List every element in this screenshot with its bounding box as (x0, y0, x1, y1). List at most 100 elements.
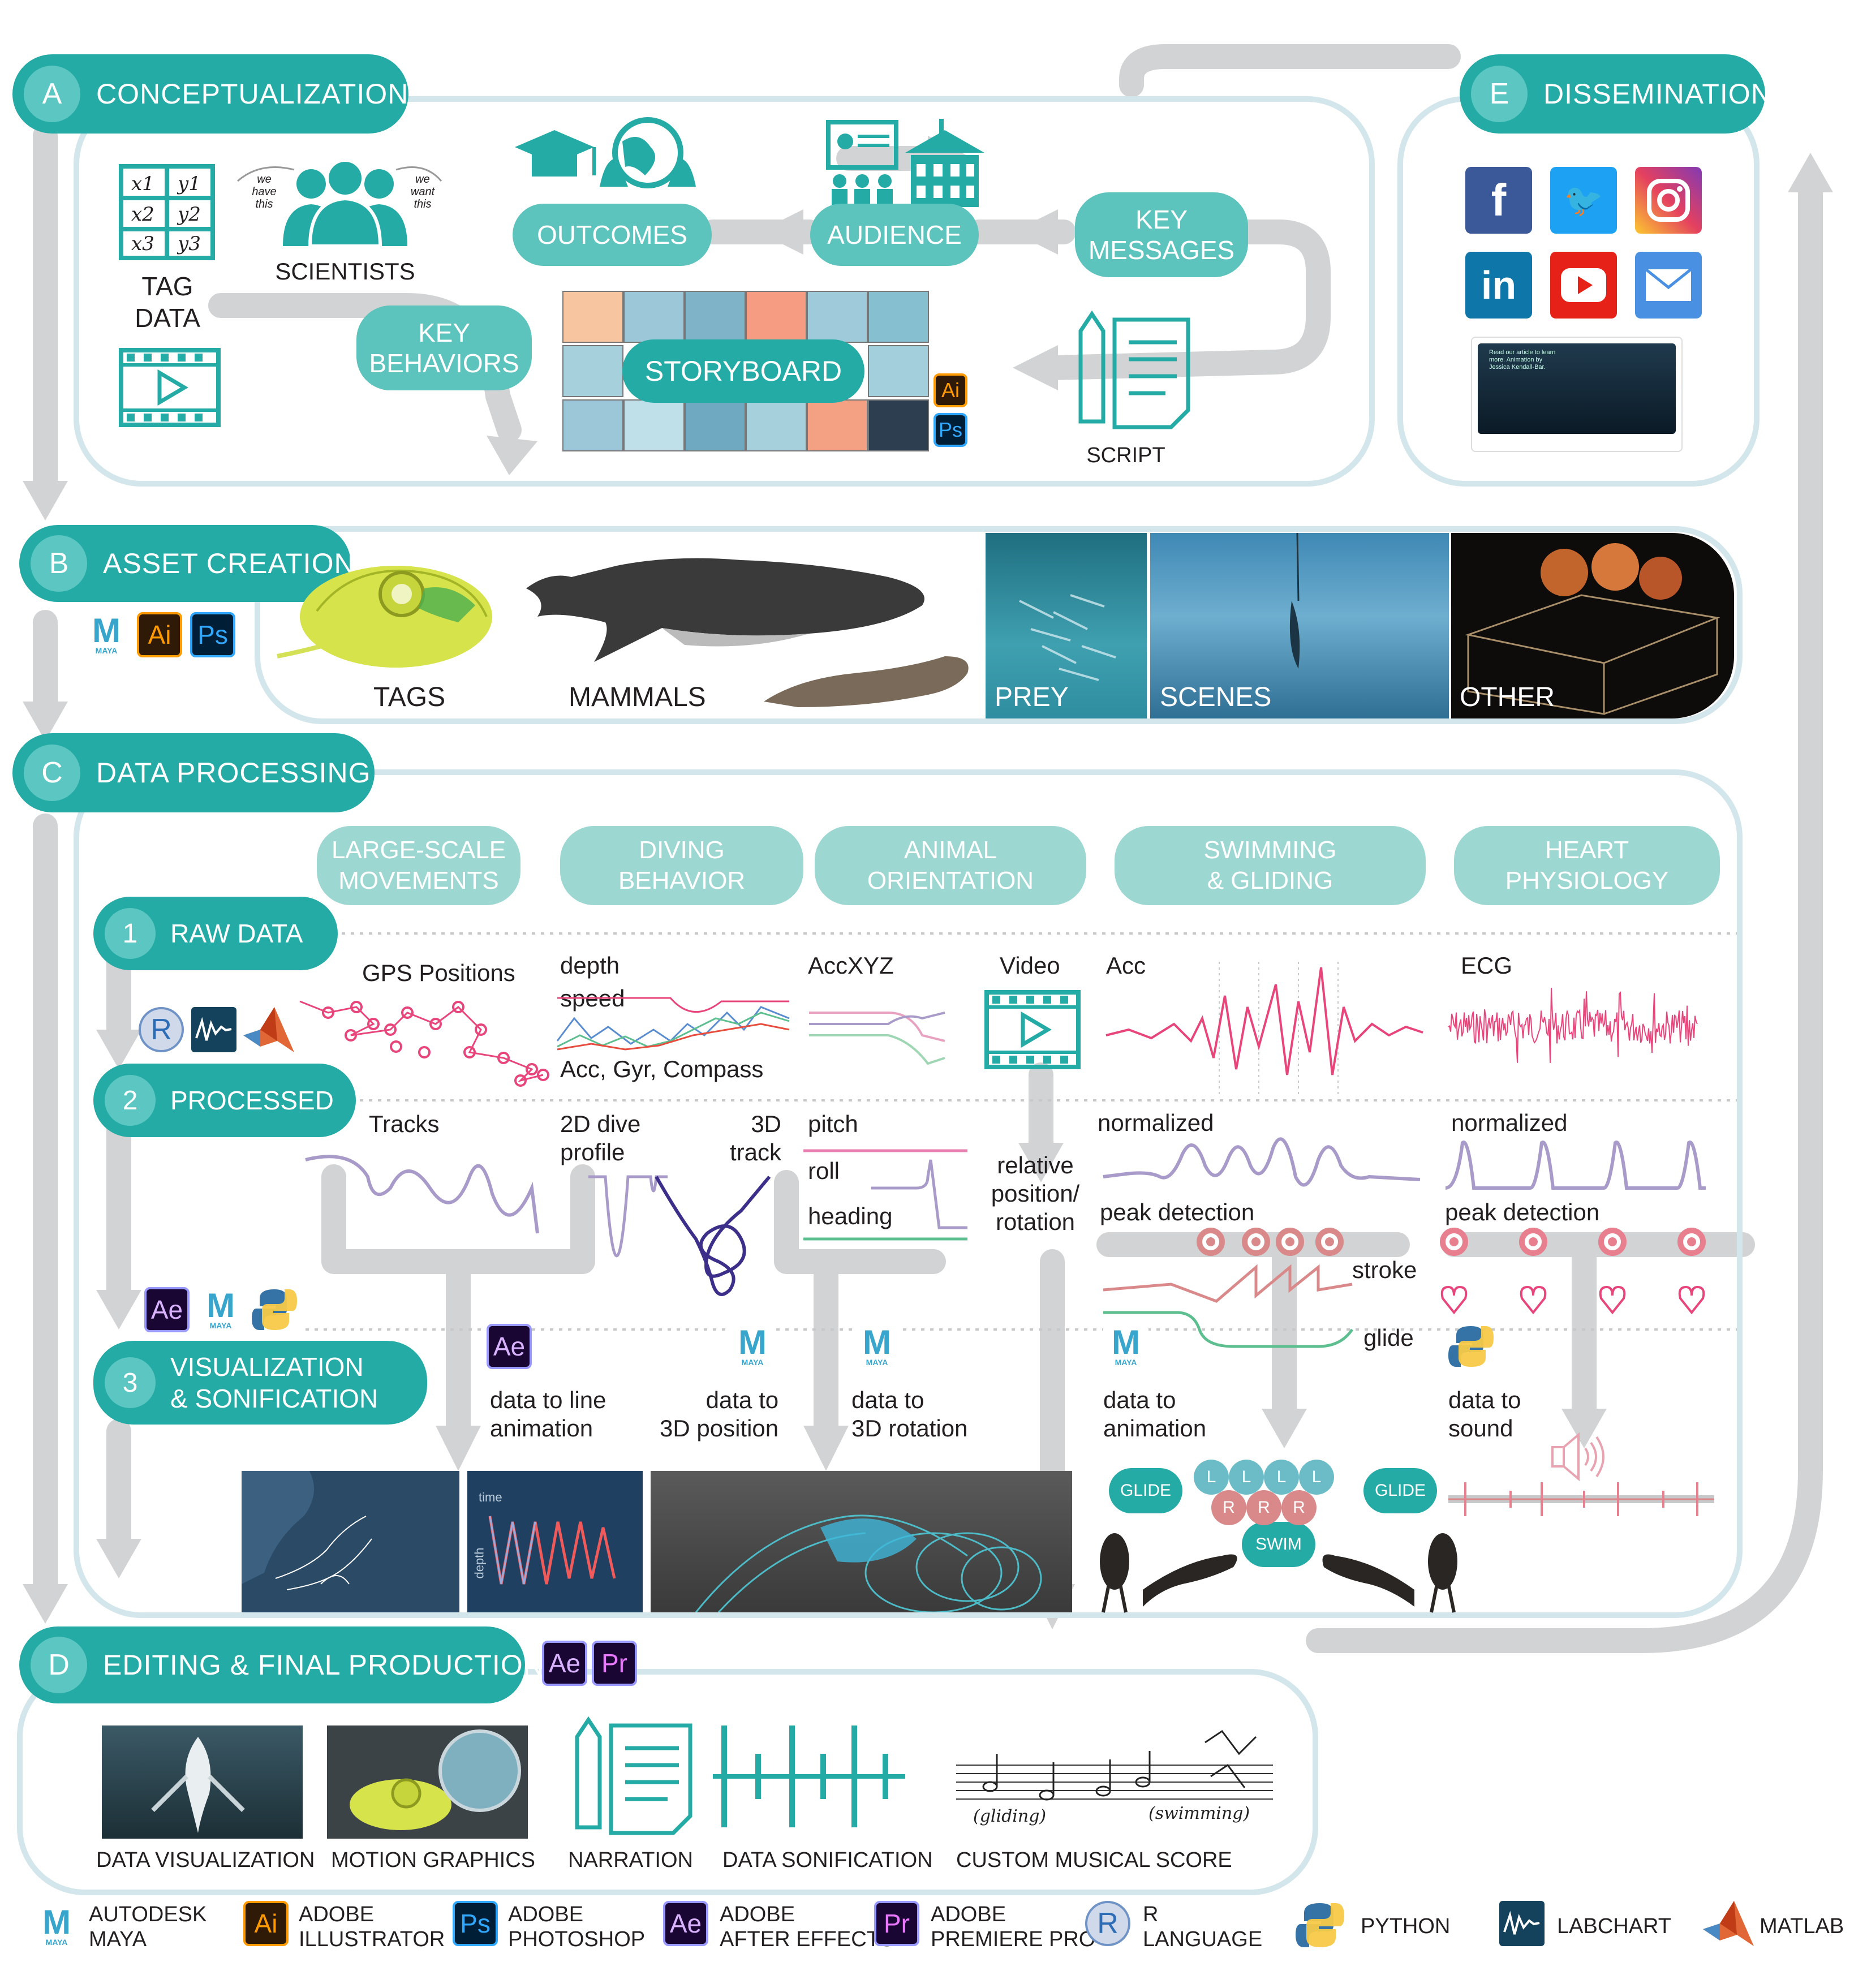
legend-labchart-icon (1499, 1901, 1545, 1946)
legend-matlab-icon (1703, 1901, 1754, 1946)
tag-model-illustration (277, 566, 492, 668)
thought-arcs (237, 166, 442, 182)
section-title-e: DISSEMINATION (1543, 78, 1772, 110)
accxyz-plot (809, 1012, 945, 1065)
legend-photoshop-icon: Ps (453, 1901, 498, 1946)
matrix-cell-y1: y1 (177, 173, 201, 195)
diving-raw-plot (556, 997, 790, 1051)
stroke-glide-plot (1103, 1264, 1354, 1348)
glide-pill-left: GLIDE (1109, 1468, 1182, 1513)
glide-label: glide (1363, 1324, 1414, 1351)
section-title-b: ASSET CREATION (103, 548, 355, 579)
category-swimming-gliding: SWIMMING & GLIDING (1115, 826, 1426, 905)
section-letter-b: B (31, 535, 87, 592)
legend-after-effects-icon: Ae (663, 1901, 708, 1946)
section-title-c: DATA PROCESSING (96, 757, 371, 789)
maya-badge-b: M MAYA (84, 612, 129, 657)
key-messages-pill: KEY MESSAGES (1075, 192, 1248, 277)
category-large-scale-movements: LARGE-SCALE MOVEMENTS (317, 826, 520, 905)
illustrator-badge-b: Ai (137, 612, 182, 657)
photoshop-badge-b: Ps (190, 612, 235, 657)
normalized-acc-plot (1103, 1137, 1421, 1187)
maya-badge-rotation: M MAYA (854, 1324, 900, 1369)
3d-whale-visual (651, 1471, 1072, 1612)
score-word-swimming: (swimming) (1148, 1804, 1250, 1823)
header-editing: D EDITING & FINAL PRODUCTION (19, 1626, 544, 1703)
social-post-preview: Read our article to learn more. Animatio… (1471, 337, 1683, 452)
section-title-a: CONCEPTUALIZATION (96, 78, 409, 110)
premiere-badge-d: Pr (592, 1641, 637, 1686)
pitch-label: pitch (808, 1111, 858, 1137)
elephant-seal-illustration (764, 656, 969, 707)
mammals-label: MAMMALS (569, 682, 706, 712)
section-letter-a: A (24, 66, 80, 122)
data-to-sound-label: data to sound (1448, 1387, 1521, 1441)
legend-matlab-label: MATLAB (1760, 1914, 1844, 1938)
step-label-1: RAW DATA (170, 919, 303, 948)
we-have-this-note: we have this (252, 173, 277, 210)
normalized-ecg-plot (1445, 1141, 1706, 1190)
right-stroke-2: R (1246, 1490, 1281, 1525)
header-conceptualization: A CONCEPTUALIZATION (12, 54, 408, 134)
stroke-peaks (1197, 1228, 1344, 1256)
right-stroke-1: R (1211, 1490, 1246, 1525)
labchart-badge (191, 1007, 236, 1052)
youtube-icon[interactable] (1550, 252, 1617, 319)
data-to-animation-label: data to animation (1103, 1387, 1207, 1441)
track-3d-label: 3D track (730, 1111, 782, 1165)
matrix-cell-x3: x3 (131, 233, 154, 255)
peak-detection-ecg-label: peak detection (1445, 1199, 1600, 1225)
editing-data-visualization-label: DATA VISUALIZATION (96, 1848, 315, 1872)
maya-badge-c: M MAYA (198, 1287, 243, 1332)
legend-r-label: R LANGUAGE (1143, 1903, 1263, 1951)
linkedin-icon[interactable]: in (1465, 252, 1532, 319)
instagram-icon[interactable] (1635, 167, 1702, 234)
heading-label: heading (808, 1203, 893, 1229)
matrix-cell-x2: x2 (131, 203, 154, 226)
acc-raw-plot (1105, 962, 1423, 1098)
legend-photoshop-label: ADOBE PHOTOSHOP (508, 1903, 646, 1951)
key-behaviors-pill: KEY BEHAVIORS (356, 305, 532, 390)
twitter-icon[interactable]: 🐦 (1550, 167, 1617, 234)
video-film-icon (119, 348, 221, 427)
category-heart-physiology: HEART PHYSIOLOGY (1454, 826, 1720, 905)
legend-labchart-label: LABCHART (1557, 1914, 1672, 1938)
legend-illustrator-label: ADOBE ILLUSTRATOR (299, 1903, 445, 1951)
script-label: SCRIPT (1086, 444, 1165, 467)
prey-label: PREY (995, 682, 1069, 712)
normalized-ecg-label: normalized (1451, 1109, 1568, 1136)
audience-pill: AUDIENCE (810, 204, 979, 266)
gps-scatter (299, 1000, 549, 1087)
track-3d-plot (655, 1176, 771, 1296)
video-label: Video (1000, 952, 1060, 979)
legend-maya-icon: M MAYA (31, 1901, 82, 1952)
ecg-trace (1448, 987, 1698, 1063)
roll-label: roll (808, 1157, 840, 1184)
after-effects-badge-c: Ae (144, 1287, 190, 1332)
step-processed: 2 PROCESSED (93, 1064, 356, 1137)
tracks-label: Tracks (369, 1111, 440, 1137)
section-letter-d: D (31, 1637, 87, 1693)
facebook-icon[interactable]: f (1465, 167, 1532, 234)
category-animal-orientation: ANIMAL ORIENTATION (815, 826, 1086, 905)
tracks-map-visual (242, 1471, 459, 1612)
gps-positions-label: GPS Positions (362, 959, 515, 986)
script-icon (1078, 310, 1190, 429)
step-number-2: 2 (105, 1075, 156, 1126)
tag-data-label: TAG DATA (135, 272, 200, 333)
normalized-acc-label: normalized (1098, 1109, 1214, 1136)
data-visualization-thumb (102, 1725, 303, 1839)
audience-icon (826, 119, 984, 207)
ecg-label: ECG (1461, 952, 1513, 979)
editing-custom-score-label: CUSTOM MUSICAL SCORE (956, 1848, 1232, 1872)
step-label-2: PROCESSED (170, 1086, 334, 1115)
prey-image (986, 533, 1147, 718)
tracks-plot (305, 1155, 539, 1234)
we-want-this-note: we want this (410, 173, 435, 210)
editing-narration-label: NARRATION (568, 1848, 693, 1872)
mail-icon[interactable] (1635, 252, 1702, 319)
storyboard-grid (562, 291, 929, 451)
scenes-image (1150, 533, 1449, 718)
section-title-d: EDITING & FINAL PRODUCTION (103, 1649, 544, 1681)
left-stroke-1: L (1194, 1460, 1229, 1495)
